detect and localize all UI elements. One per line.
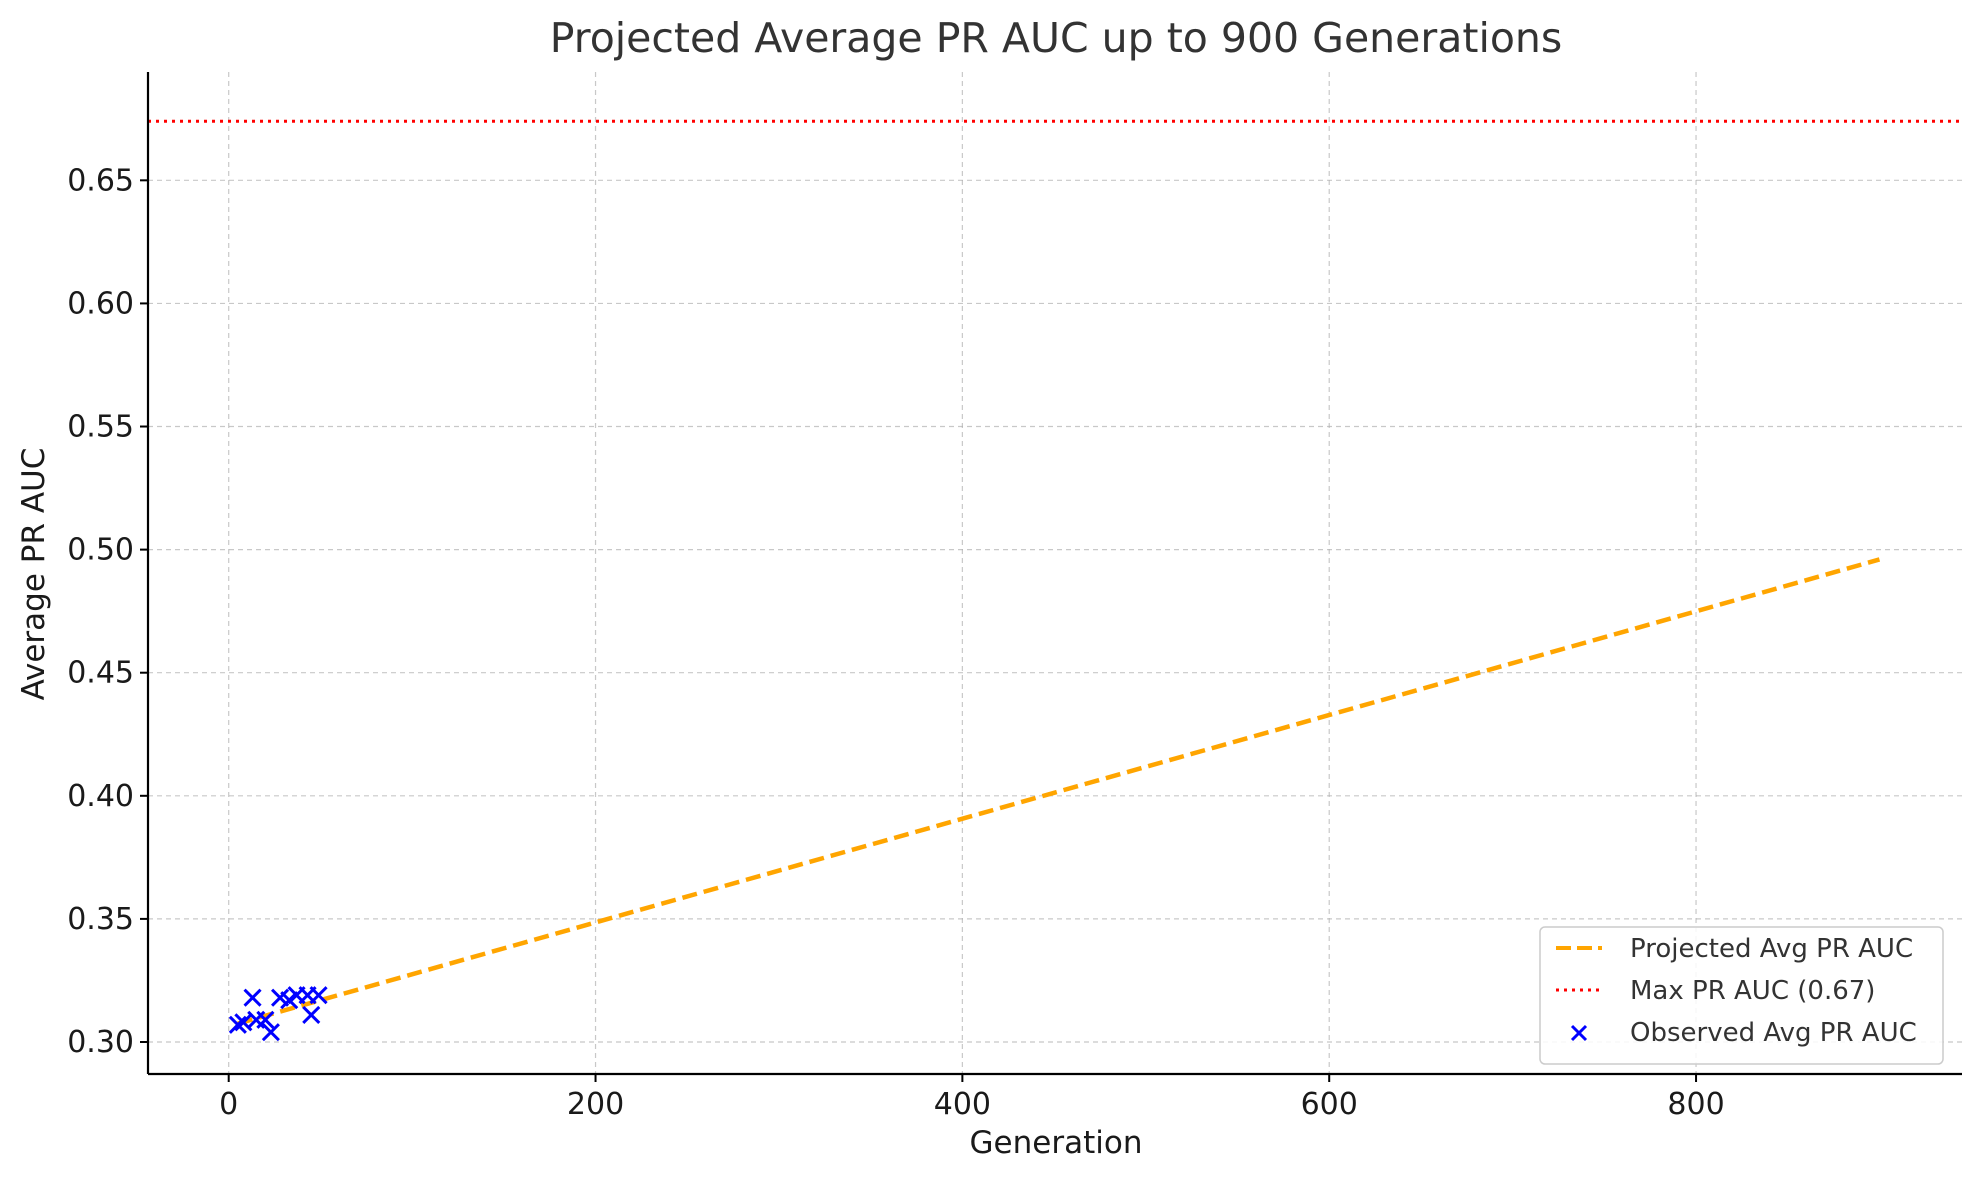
observed-point [256, 1010, 275, 1029]
y-tick-label: 0.55 [67, 410, 134, 445]
y-axis-ticks: 0.30 0.35 0.40 0.45 0.50 0.55 0.60 0.65 [67, 163, 148, 1060]
legend-projected-label: Projected Avg PR AUC [1630, 934, 1913, 964]
projected-avg-pr-auc-line [237, 557, 1881, 1026]
x-axis-ticks: 0 200 400 600 800 [219, 1074, 1725, 1122]
observed-point [302, 1005, 321, 1024]
observed-points-group [228, 986, 328, 1042]
y-tick-label: 0.35 [67, 902, 134, 937]
x-tick-label: 400 [934, 1087, 991, 1122]
y-tick-label: 0.50 [67, 533, 134, 568]
legend-observed-label: Observed Avg PR AUC [1630, 1018, 1917, 1048]
grid-lines [148, 72, 1962, 1074]
x-axis-label: Generation [970, 1125, 1143, 1161]
legend: Projected Avg PR AUC Max PR AUC (0.67) O… [1539, 926, 1944, 1065]
axes [146, 72, 1962, 1076]
projection-line-group [237, 557, 1881, 1026]
y-tick-label: 0.30 [67, 1025, 134, 1060]
y-tick-label: 0.65 [67, 163, 134, 198]
legend-max-label: Max PR AUC (0.67) [1630, 976, 1875, 1006]
y-axis-label: Average PR AUC [16, 448, 52, 701]
observed-point [228, 1015, 247, 1034]
legend-observed-marker [1570, 1024, 1588, 1042]
x-tick-label: 600 [1301, 1087, 1358, 1122]
y-tick-label: 0.45 [67, 656, 134, 691]
x-tick-label: 0 [219, 1087, 238, 1122]
observed-point [309, 986, 328, 1005]
observed-point [243, 988, 262, 1007]
y-tick-label: 0.40 [67, 779, 134, 814]
x-tick-label: 200 [567, 1087, 624, 1122]
x-tick-label: 800 [1667, 1087, 1724, 1122]
observed-point [261, 1023, 280, 1042]
chart-title: Projected Average PR AUC up to 900 Gener… [550, 14, 1563, 62]
y-tick-label: 0.60 [67, 286, 134, 321]
legend-frame [1539, 926, 1944, 1065]
